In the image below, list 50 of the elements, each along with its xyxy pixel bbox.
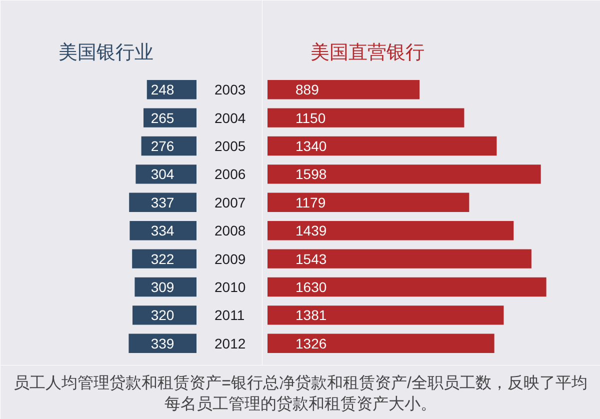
chart-title: 美国直营银行 [310,42,424,64]
data-label: 322 [150,250,174,267]
bar [129,192,196,212]
bar [144,108,196,128]
data-label: 1326 [296,335,327,352]
bar [130,221,196,240]
data-label: 889 [296,82,320,98]
bar [268,108,464,128]
data-label: 248 [150,82,174,98]
y-tick-label: 2005 [214,138,246,154]
data-label: 320 [150,307,174,324]
y-tick-label: 2008 [214,222,246,239]
data-label: 1598 [296,166,327,182]
bar [136,164,196,184]
data-label: 1630 [296,279,327,295]
data-label: 265 [150,110,174,126]
bar [268,306,504,325]
bar [268,277,546,297]
data-label: 1179 [296,194,326,210]
y-tick-label: 2004 [214,110,246,126]
text: 员工人均管理贷款和租赁资产=银行总净贷款和租赁资产/全职员工数，反映了平均每名员工管理的贷款和租赁资产大小。 [14,374,588,413]
data-label: 1340 [296,138,327,154]
bar [268,221,514,240]
y-tick-label: 2011 [214,307,245,324]
data-label: 1381 [296,307,327,324]
y-tick-label: 2010 [214,279,246,295]
data-label: 1543 [296,250,327,267]
y-tick-label: 2003 [214,82,246,98]
data-label: 1439 [296,222,327,239]
bar [268,334,494,353]
y-tick-label: 2012 [214,335,246,352]
chart-title: 美国银行业 [58,42,154,64]
bar [268,192,470,212]
bar [268,164,541,184]
data-label: 339 [150,335,174,352]
bar [132,249,196,268]
bar [268,136,497,156]
y-tick-label: 2006 [214,166,246,182]
data-label: 337 [150,194,174,210]
bar [268,80,420,100]
data-label: 1150 [296,110,326,126]
data-label: 304 [150,166,174,182]
bar [128,334,196,353]
bar [132,306,196,325]
bar [268,249,532,268]
data-label: 309 [150,279,174,295]
data-label: 276 [150,138,174,154]
y-tick-label: 2009 [214,250,246,267]
data-label: 334 [150,222,174,239]
y-tick-label: 2007 [214,194,246,210]
